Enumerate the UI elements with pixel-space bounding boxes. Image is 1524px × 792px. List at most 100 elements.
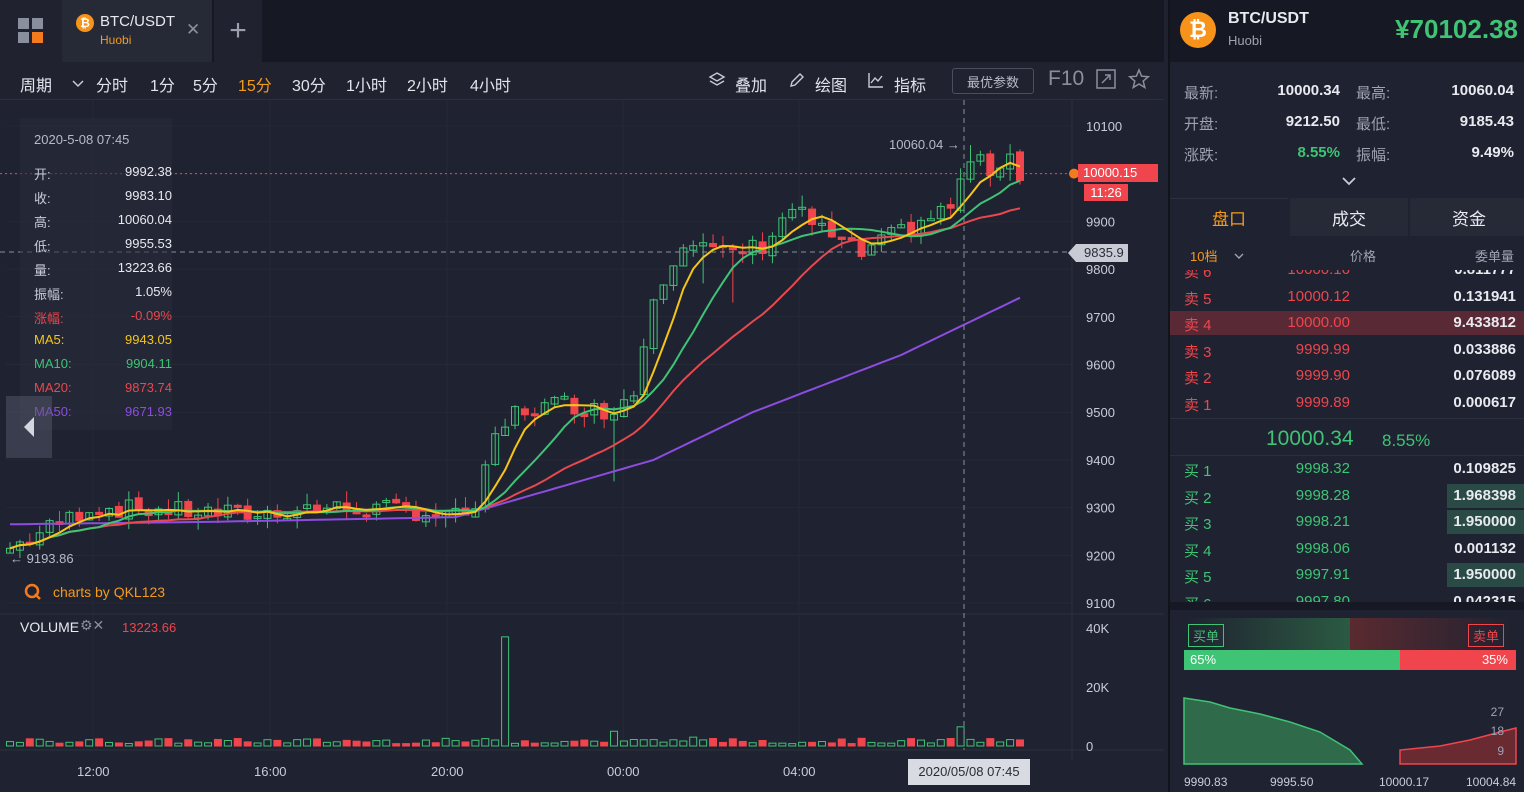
- candle-body: [45, 520, 54, 533]
- y-tick-label: 9100: [1086, 596, 1115, 611]
- best-param-button[interactable]: 最优参数: [952, 68, 1034, 94]
- volume-bar: [619, 740, 628, 747]
- orderbook-row[interactable]: 卖 2 9999.90 0.076089: [1170, 363, 1524, 389]
- volume-bar: [501, 636, 510, 747]
- sell-orders-label: 卖单: [1468, 624, 1505, 647]
- period-6[interactable]: 2小时: [407, 78, 448, 95]
- candle-body: [689, 245, 698, 251]
- side-tab-1[interactable]: 成交: [1290, 198, 1408, 236]
- side-pair: BTC/USDT: [1228, 10, 1309, 27]
- volume-bar: [511, 742, 519, 747]
- side-tab-2[interactable]: 资金: [1410, 198, 1524, 236]
- volume-bar: [847, 743, 856, 747]
- y-tick-label: 9800: [1086, 262, 1115, 277]
- orderbook-row[interactable]: 卖 6 10000.16 0.811777: [1170, 270, 1524, 283]
- side-tab-0[interactable]: 盘口: [1170, 198, 1288, 236]
- y-tick-label: 10100: [1086, 119, 1122, 134]
- expand-chevron-icon[interactable]: [1342, 176, 1356, 186]
- volume-bar: [362, 741, 371, 747]
- volume-bar: [253, 742, 262, 747]
- orderbook-row[interactable]: 买 2 9998.28 1.968398: [1170, 483, 1524, 509]
- chevron-down-icon[interactable]: [1234, 253, 1244, 260]
- candle-body: [629, 395, 638, 402]
- period-1[interactable]: 1分: [150, 78, 175, 95]
- volume-bar: [718, 741, 727, 747]
- orderbook-row[interactable]: 买 5 9997.91 1.950000: [1170, 562, 1524, 588]
- period-0[interactable]: 分时: [96, 78, 129, 95]
- close-tab-icon[interactable]: ✕: [186, 20, 201, 39]
- orderbook-row[interactable]: 卖 3 9999.99 0.033886: [1170, 337, 1524, 363]
- info-key: MA20:: [34, 380, 72, 395]
- x-tick-label: 20:00: [431, 764, 464, 779]
- depth-chart[interactable]: 27 18 9 9990.83 9995.50 10000.17 10004.84: [1170, 680, 1524, 792]
- y-tick-label: 9400: [1086, 453, 1115, 468]
- orderbook-row[interactable]: 卖 1 9999.89 0.000617: [1170, 390, 1524, 416]
- period-7[interactable]: 4小时: [470, 78, 511, 95]
- order-price: 10000.12: [1287, 287, 1350, 305]
- info-key: 量:: [34, 263, 51, 278]
- fullscreen-icon[interactable]: [1096, 69, 1116, 94]
- ma20-line: [9, 207, 1021, 550]
- period-3[interactable]: 15分: [238, 78, 272, 95]
- volume-bar: [946, 737, 955, 747]
- volume-bar: [312, 738, 321, 747]
- side-exchange: Huobi: [1228, 33, 1262, 48]
- volume-bar: [303, 738, 312, 747]
- volume-bar: [154, 738, 163, 747]
- volume-label: VOLUME: [20, 619, 80, 635]
- tab-btc-usdt[interactable]: ₿ BTC/USDT Huobi ✕: [62, 0, 212, 62]
- orderbook-row[interactable]: 买 4 9998.06 0.001132: [1170, 536, 1524, 562]
- period-5[interactable]: 1小时: [346, 78, 387, 95]
- order-amount: 1.950000: [1453, 566, 1516, 584]
- overlay-button[interactable]: 叠加: [735, 78, 768, 95]
- last-price-tag: 10000.15: [1078, 164, 1158, 182]
- stat-value: 9212.50: [1285, 113, 1340, 130]
- candle-body: [728, 247, 737, 251]
- period-2[interactable]: 5分: [193, 78, 218, 95]
- star-icon[interactable]: [1127, 68, 1151, 95]
- f10-button[interactable]: F10: [1048, 67, 1085, 90]
- bitcoin-icon: ₿: [76, 14, 94, 32]
- chevron-down-icon[interactable]: [72, 80, 84, 88]
- indicator-button[interactable]: 指标: [894, 78, 927, 95]
- buy-ratio-bar: 65%: [1184, 650, 1400, 670]
- volume-bar: [748, 742, 757, 747]
- grid-icon: [18, 18, 43, 43]
- overlay-icon: [708, 71, 726, 94]
- candle-body: [114, 505, 123, 518]
- volume-settings-icon[interactable]: ⚙✕: [80, 617, 105, 633]
- volume-bar: [550, 742, 559, 747]
- volume-bar: [669, 739, 678, 747]
- y-tick-label: 9300: [1086, 501, 1115, 516]
- order-price: 10000.16: [1287, 270, 1350, 278]
- orderbook-row[interactable]: 卖 4 10000.00 9.433812: [1170, 310, 1524, 336]
- depth-y-tick: 18: [1491, 724, 1505, 738]
- orderbook-row[interactable]: 买 3 9998.21 1.950000: [1170, 509, 1524, 535]
- add-tab-button[interactable]: +: [214, 0, 262, 62]
- price-chart[interactable]: 1010010000990098009700960095009400930092…: [0, 100, 1164, 792]
- draw-button[interactable]: 绘图: [815, 78, 848, 95]
- orderbook-row[interactable]: 买 1 9998.32 0.109825: [1170, 456, 1524, 482]
- collapse-panel-button[interactable]: [6, 396, 52, 458]
- orderbook-row[interactable]: 卖 5 10000.12 0.131941: [1170, 284, 1524, 310]
- volume-bar: [35, 738, 44, 747]
- candle-body: [936, 205, 945, 220]
- order-price: 9997.80: [1295, 593, 1350, 602]
- info-key: 涨幅:: [34, 311, 64, 326]
- levels-select[interactable]: 10档: [1190, 249, 1218, 264]
- chart-area[interactable]: [0, 100, 1164, 792]
- volume-bar: [679, 740, 688, 747]
- volume-bar: [817, 741, 826, 747]
- volume-bar: [1006, 739, 1015, 747]
- info-key: 收:: [34, 191, 51, 206]
- volume-bar: [352, 740, 361, 747]
- grid-menu-button[interactable]: [0, 0, 62, 62]
- orderbook-row[interactable]: 买 6 9997.80 0.042315: [1170, 589, 1524, 602]
- bid-list: 买 1 9998.32 0.109825 买 2 9998.28 1.968398 买 3 9…: [1170, 456, 1524, 602]
- period-4[interactable]: 30分: [292, 78, 326, 95]
- volume-value: 13223.66: [122, 620, 177, 635]
- candle-body: [184, 500, 193, 518]
- indicator-icon: [867, 71, 885, 94]
- volume-bar: [728, 738, 737, 747]
